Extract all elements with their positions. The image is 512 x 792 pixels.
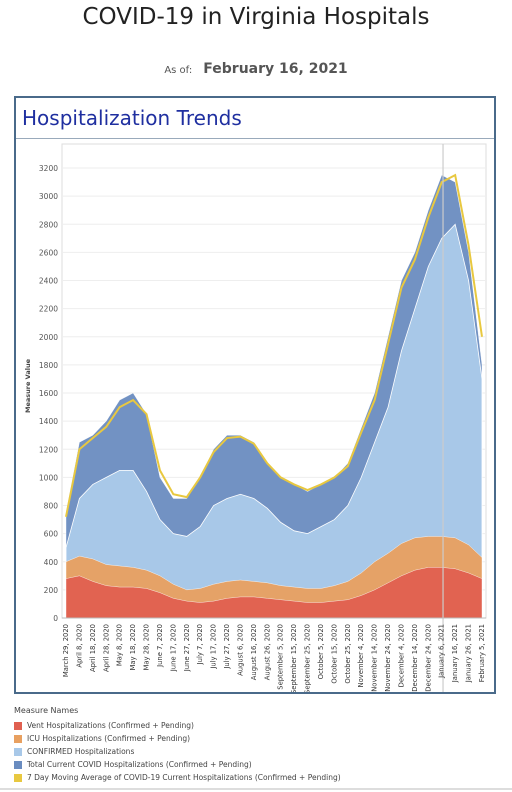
x-tick-label: August 26, 2020 xyxy=(263,624,271,680)
y-tick-label: 1800 xyxy=(39,361,58,370)
page-title: COVID-19 in Virginia Hospitals xyxy=(82,4,430,30)
x-tick-label: May 18, 2020 xyxy=(129,624,137,670)
x-tick-label: June 27, 2020 xyxy=(183,624,191,672)
legend-label: 7 Day Moving Average of COVID-19 Current… xyxy=(27,773,341,782)
legend-title: Measure Names xyxy=(14,706,79,715)
x-tick-label: December 24, 2020 xyxy=(424,624,432,692)
x-tick-label: July 27, 2020 xyxy=(223,624,231,670)
legend-item[interactable]: CONFIRMED Hospitalizations xyxy=(14,745,504,758)
y-tick-label: 800 xyxy=(44,502,59,511)
x-tick-label: May 28, 2020 xyxy=(143,624,151,670)
y-tick-label: 2000 xyxy=(39,333,58,342)
y-tick-label: 1000 xyxy=(39,473,58,482)
as-of-label: As of: xyxy=(164,65,193,76)
x-tick-label: September 5, 2020 xyxy=(277,624,285,690)
x-tick-label: July 17, 2020 xyxy=(210,624,218,670)
x-tick-label: March 29, 2020 xyxy=(62,624,70,677)
x-tick-label: November 24, 2020 xyxy=(384,624,392,692)
x-tick-label: June 17, 2020 xyxy=(169,624,177,672)
y-tick-label: 200 xyxy=(44,586,59,595)
x-tick-label: April 8, 2020 xyxy=(75,624,83,668)
legend-swatch xyxy=(14,734,22,743)
area-series-2 xyxy=(65,223,483,619)
x-tick-label: December 4, 2020 xyxy=(397,624,405,687)
legend-label: CONFIRMED Hospitalizations xyxy=(27,747,135,756)
x-tick-label: July 7, 2020 xyxy=(196,624,204,665)
x-tick-label: October 15, 2020 xyxy=(330,624,338,684)
x-tick-label: November 14, 2020 xyxy=(371,624,379,692)
legend-swatch xyxy=(14,747,22,756)
hospitalization-chart[interactable]: 0 200 400 600 800 1000 1200 1400 1600 1800 2000 220… xyxy=(16,98,494,692)
x-tick-label: September 15, 2020 xyxy=(290,624,298,692)
x-tick-label: December 14, 2020 xyxy=(411,624,419,692)
legend-item[interactable]: Total Current COVID Hospitalizations (Co… xyxy=(14,758,504,771)
x-tick-label: August 6, 2020 xyxy=(236,624,244,676)
x-tick-label: August 16, 2020 xyxy=(250,624,258,680)
panel-title: Hospitalization Trends xyxy=(22,106,242,130)
y-tick-label: 3200 xyxy=(39,164,58,173)
as-of-date: As of: February 16, 2021 xyxy=(0,58,512,77)
area-series-0 xyxy=(65,567,483,619)
legend: Measure Names Vent Hospitalizations (Con… xyxy=(14,706,504,784)
x-tick-label: April 18, 2020 xyxy=(89,624,97,672)
y-axis-label: Measure Value xyxy=(24,358,32,413)
legend-swatch xyxy=(14,773,22,782)
legend-label: Vent Hospitalizations (Confirmed + Pendi… xyxy=(27,721,194,730)
panel-title-bar: Hospitalization Trends xyxy=(16,98,494,139)
y-tick-label: 1400 xyxy=(39,417,58,426)
y-tick-label: 600 xyxy=(44,530,59,539)
legend-label: Total Current COVID Hospitalizations (Co… xyxy=(27,760,252,769)
y-tick-label: 2200 xyxy=(39,305,58,314)
x-tick-label: October 25, 2020 xyxy=(344,624,352,684)
legend-item[interactable]: 7 Day Moving Average of COVID-19 Current… xyxy=(14,771,504,784)
x-tick-label: September 25, 2020 xyxy=(304,624,312,692)
x-tick-label: June 7, 2020 xyxy=(156,624,164,668)
legend-label: ICU Hospitalizations (Confirmed + Pendin… xyxy=(27,734,191,743)
y-tick-label: 2400 xyxy=(39,277,58,286)
legend-item[interactable]: ICU Hospitalizations (Confirmed + Pendin… xyxy=(14,732,504,745)
x-tick-label: January 6, 2021 xyxy=(438,624,446,679)
as-of-value: February 16, 2021 xyxy=(203,61,348,77)
bottom-divider xyxy=(0,788,512,790)
x-tick-label: October 5, 2020 xyxy=(317,624,325,679)
x-tick-label: January 26, 2021 xyxy=(465,624,473,683)
legend-item[interactable]: Vent Hospitalizations (Confirmed + Pendi… xyxy=(14,719,504,732)
x-tick-label: January 16, 2021 xyxy=(451,624,459,683)
y-tick-label: 1200 xyxy=(39,445,58,454)
hospitalization-trends-panel: Hospitalization Trends 0 200 400 600 800 1000… xyxy=(14,96,496,694)
x-tick-label: April 28, 2020 xyxy=(102,624,110,672)
moving-average-line xyxy=(65,173,483,517)
y-tick-label: 2800 xyxy=(39,220,58,229)
x-tick-label: February 5, 2021 xyxy=(478,624,486,682)
y-tick-label: 1600 xyxy=(39,389,58,398)
legend-swatch xyxy=(14,721,22,730)
x-tick-label: November 4, 2020 xyxy=(357,624,365,687)
y-tick-label: 2600 xyxy=(39,248,58,257)
y-tick-label: 400 xyxy=(44,558,59,567)
legend-swatch xyxy=(14,760,22,769)
y-tick-label: 3000 xyxy=(39,192,58,201)
x-tick-label: May 8, 2020 xyxy=(116,624,124,666)
y-tick-label: 0 xyxy=(53,614,58,623)
